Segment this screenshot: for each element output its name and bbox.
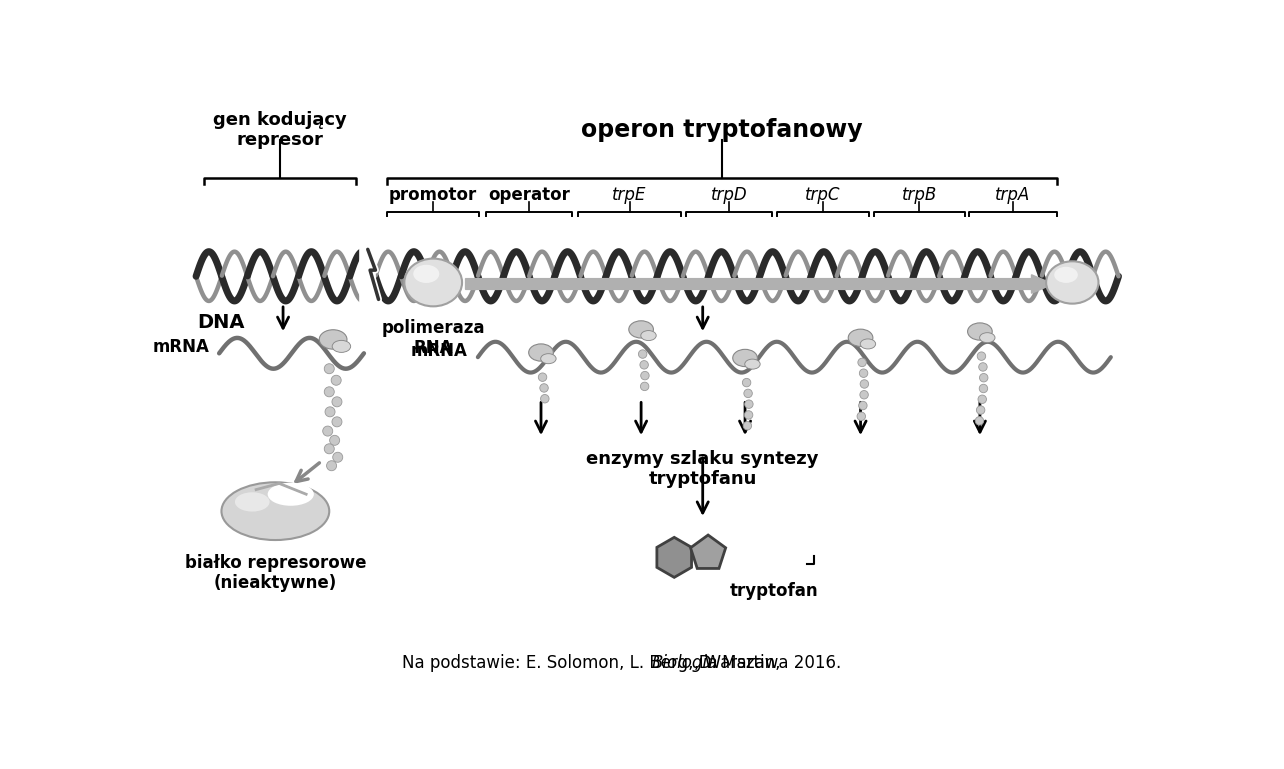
Circle shape (856, 412, 865, 421)
Circle shape (541, 394, 550, 403)
Circle shape (325, 387, 334, 397)
Circle shape (325, 364, 334, 374)
Text: trpA: trpA (995, 185, 1031, 204)
Circle shape (325, 407, 335, 417)
Text: trpB: trpB (901, 185, 937, 204)
Circle shape (333, 397, 342, 407)
Text: polimeraza
RNA: polimeraza RNA (381, 318, 485, 358)
Text: DNA: DNA (198, 313, 245, 332)
Ellipse shape (541, 354, 556, 364)
Ellipse shape (745, 359, 760, 369)
Circle shape (326, 461, 336, 471)
Ellipse shape (629, 321, 654, 338)
Circle shape (745, 400, 754, 408)
Circle shape (980, 374, 987, 382)
Polygon shape (691, 535, 725, 568)
Text: białko represorowe
(nieaktywne): białko represorowe (nieaktywne) (185, 554, 366, 592)
Text: mRNA: mRNA (411, 342, 467, 360)
Circle shape (977, 352, 986, 361)
Circle shape (858, 358, 867, 367)
Circle shape (859, 401, 867, 410)
Circle shape (978, 363, 987, 371)
Circle shape (331, 375, 342, 385)
Ellipse shape (849, 329, 873, 346)
Text: gen kodujący
represor: gen kodujący represor (213, 111, 347, 149)
Circle shape (538, 373, 547, 381)
Circle shape (325, 444, 334, 454)
Circle shape (333, 452, 343, 462)
FancyArrow shape (466, 275, 1053, 293)
Ellipse shape (980, 333, 995, 343)
Ellipse shape (860, 339, 876, 349)
Ellipse shape (1054, 267, 1077, 283)
Circle shape (745, 411, 752, 419)
Circle shape (641, 382, 648, 391)
Circle shape (978, 395, 986, 404)
Ellipse shape (529, 344, 553, 361)
Text: operator: operator (488, 185, 570, 204)
Circle shape (859, 369, 868, 378)
Circle shape (333, 417, 342, 427)
Circle shape (742, 378, 751, 387)
Ellipse shape (404, 258, 462, 306)
Circle shape (976, 417, 984, 425)
Ellipse shape (333, 341, 351, 352)
Circle shape (639, 361, 648, 369)
Circle shape (743, 389, 752, 398)
Text: trpE: trpE (612, 185, 647, 204)
Circle shape (976, 406, 985, 414)
Ellipse shape (733, 349, 758, 367)
Circle shape (860, 391, 868, 399)
Polygon shape (657, 538, 692, 578)
Text: mRNA: mRNA (153, 338, 209, 356)
Text: trpD: trpD (710, 185, 747, 204)
Text: enzymy szlaku syntezy
tryptofanu: enzymy szlaku syntezy tryptofanu (587, 450, 819, 488)
Text: operon tryptofanowy: operon tryptofanowy (582, 118, 863, 142)
Circle shape (322, 426, 333, 436)
Text: trpC: trpC (805, 185, 841, 204)
Ellipse shape (235, 492, 270, 511)
Ellipse shape (641, 331, 656, 341)
Ellipse shape (320, 330, 347, 349)
Circle shape (330, 435, 340, 445)
Circle shape (980, 384, 987, 393)
Ellipse shape (221, 482, 329, 540)
Text: tryptofan: tryptofan (729, 582, 818, 600)
Text: Na podstawie: E. Solomon, L. Berg, D. Martin,: Na podstawie: E. Solomon, L. Berg, D. Ma… (402, 654, 786, 672)
Text: promotor: promotor (389, 185, 478, 204)
Ellipse shape (968, 323, 993, 340)
Ellipse shape (1046, 261, 1099, 304)
Ellipse shape (267, 483, 313, 506)
Text: Biologia: Biologia (652, 654, 718, 672)
Ellipse shape (413, 265, 439, 283)
Text: , Warszawa 2016.: , Warszawa 2016. (695, 654, 841, 672)
Circle shape (539, 384, 548, 392)
Circle shape (860, 380, 868, 388)
Circle shape (638, 350, 647, 358)
Circle shape (641, 371, 650, 380)
Circle shape (743, 421, 751, 430)
